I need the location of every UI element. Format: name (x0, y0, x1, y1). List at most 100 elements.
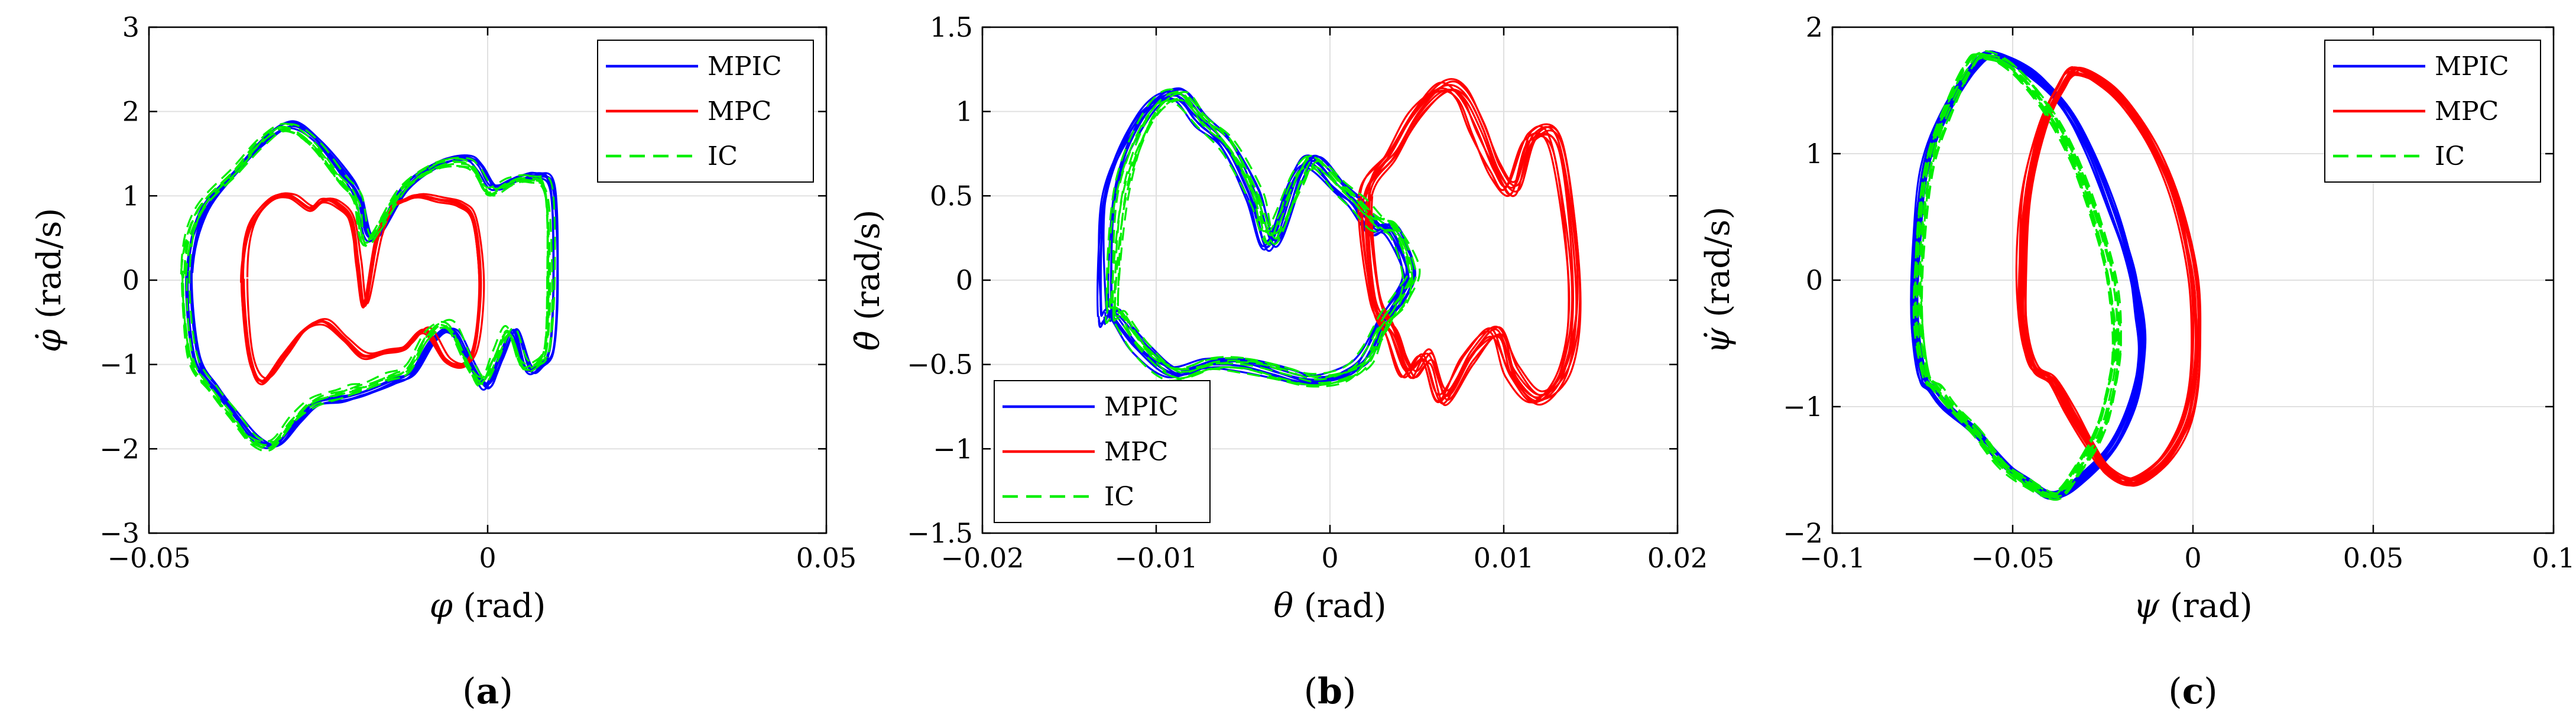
x-tick-label: 0 (2184, 542, 2201, 574)
series-line-ic (1112, 99, 1414, 387)
y-tick-label: 2 (122, 96, 139, 128)
y-tick-label: −1 (1783, 391, 1823, 423)
series-line-mpic (1107, 87, 1416, 378)
series-line-ic (1112, 98, 1413, 387)
plot-area-b (1096, 78, 1582, 407)
ticks-a: −0.05 0 0.05 −3 −2 −1 0 1 2 3 (99, 11, 856, 574)
y-tick-label: −1 (99, 349, 139, 381)
x-tick-label: −0.02 (941, 542, 1024, 574)
chart-c: −0.1 −0.05 0 0.05 0.1 −2 −1 0 1 2 ψ (rad) ψ̇ (rad/s… (1699, 11, 2575, 712)
series-line-ic (180, 122, 550, 443)
x-tick-label: 0 (1321, 542, 1338, 574)
x-axis-label: ψ (rad) (2133, 587, 2252, 625)
series-line-ic (1110, 91, 1414, 381)
series-line-mpc (239, 196, 481, 385)
y-tick-label: 3 (122, 11, 139, 43)
ticks-c: −0.1 −0.05 0 0.05 0.1 −2 −1 0 1 2 (1783, 11, 2575, 574)
x-tick-label: 0.05 (796, 542, 856, 574)
x-tick-label: −0.1 (1799, 542, 1866, 574)
series-line-ic (1918, 52, 2118, 496)
series-mpc-c (2015, 66, 2202, 487)
panel-caption-b: (b) (1304, 671, 1357, 712)
y-axis-unit: (rad/s) (1699, 206, 1737, 317)
x-axis-label: θ (rad) (1273, 587, 1386, 625)
series-line-mpc (241, 193, 481, 382)
x-axis-symbol: φ (430, 587, 453, 625)
y-axis-label: ψ̇ (rad/s) (1699, 206, 1737, 353)
panel-caption-letter: c (2182, 671, 2204, 712)
panel-caption-a: (a) (462, 671, 513, 712)
series-ic-c (1912, 50, 2122, 501)
series-line-mpc (1367, 80, 1581, 397)
series-line-mpc (2023, 66, 2202, 480)
series-line-ic (1914, 55, 2116, 498)
panel-caption-letter: a (476, 671, 499, 712)
ticks-b: −0.02 −0.01 0 0.01 0.02 −1.5 −1 −0.5 0 0.5 1 1.5 (907, 11, 1708, 574)
legend-label-ic: IC (1104, 482, 1134, 512)
y-tick-label: 0 (122, 264, 139, 296)
x-tick-label: 0 (479, 542, 496, 574)
series-line-mpic (189, 125, 559, 448)
legend-box (597, 40, 814, 183)
x-tick-label: 0.02 (1647, 542, 1708, 574)
series-line-ic (1113, 92, 1417, 384)
plot-area-c (1910, 50, 2202, 501)
legend-label-mpic: MPIC (1104, 392, 1179, 422)
x-axis-unit: (rad) (463, 587, 546, 625)
series-line-ic (1105, 99, 1404, 388)
series-mpc-a (239, 192, 485, 385)
series-line-mpc (1368, 88, 1582, 401)
legend-label-mpc: MPC (1104, 437, 1168, 467)
y-tick-label: 0.5 (930, 180, 973, 212)
y-tick-label: −1.5 (907, 517, 973, 549)
y-tick-label: −2 (1783, 517, 1823, 549)
legend-a: MPIC MPC IC (597, 40, 814, 183)
y-tick-label: −1 (933, 433, 973, 465)
y-tick-label: −0.5 (907, 349, 973, 381)
legend-label-mpic: MPIC (708, 51, 782, 82)
chart-b: −0.02 −0.01 0 0.01 0.02 −1.5 −1 −0.5 0 0.5 1 1.5 θ (… (849, 11, 1708, 712)
x-tick-label: 0.1 (2532, 542, 2575, 574)
y-tick-label: −2 (99, 433, 139, 465)
series-line-mpc (2017, 66, 2197, 481)
legend-label-mpic: MPIC (2435, 51, 2509, 82)
y-tick-label: 0 (956, 264, 973, 296)
y-tick-label: 1 (122, 180, 139, 212)
plot-area-a (180, 120, 559, 452)
series-line-mpc (1357, 87, 1571, 404)
series-line-mpic (1916, 53, 2146, 496)
panel-caption-letter: b (1318, 671, 1342, 712)
x-tick-label: 0.01 (1474, 542, 1534, 574)
series-line-mpc (1364, 89, 1574, 405)
series-line-mpic (1916, 55, 2145, 498)
x-axis-unit: (rad) (1304, 587, 1387, 625)
y-axis-symbol: ψ̇ (1699, 327, 1737, 354)
legend-label-mpc: MPC (708, 96, 771, 126)
y-axis-label: θ̇ (rad/s) (849, 210, 887, 351)
series-line-ic (1117, 91, 1421, 379)
series-line-mpc (241, 194, 482, 382)
series-line-ic (182, 130, 550, 452)
legend-b: MPIC MPC IC (994, 380, 1211, 523)
legend-c: MPIC MPC IC (2324, 40, 2541, 183)
y-tick-label: 1 (956, 96, 973, 128)
y-axis-symbol: θ̇ (849, 331, 887, 351)
x-axis-symbol: ψ (2133, 587, 2160, 625)
x-axis-label: φ (rad) (430, 587, 546, 625)
y-tick-label: 1.5 (930, 11, 973, 43)
series-line-mpic (185, 127, 554, 449)
legend-label-ic: IC (708, 141, 738, 171)
panel-caption-c: (c) (2168, 671, 2217, 712)
series-ic-a (180, 122, 556, 452)
y-axis-unit: (rad/s) (30, 208, 69, 319)
x-axis-symbol: θ (1273, 587, 1293, 625)
x-tick-label: −0.05 (108, 542, 191, 574)
x-tick-label: −0.05 (1971, 542, 2055, 574)
series-ic-b (1105, 88, 1421, 388)
x-tick-label: −0.01 (1115, 542, 1198, 574)
y-axis-symbol: φ̇ (30, 329, 69, 352)
y-axis-label: φ̇ (rad/s) (30, 208, 69, 352)
y-tick-label: 1 (1806, 138, 1823, 170)
